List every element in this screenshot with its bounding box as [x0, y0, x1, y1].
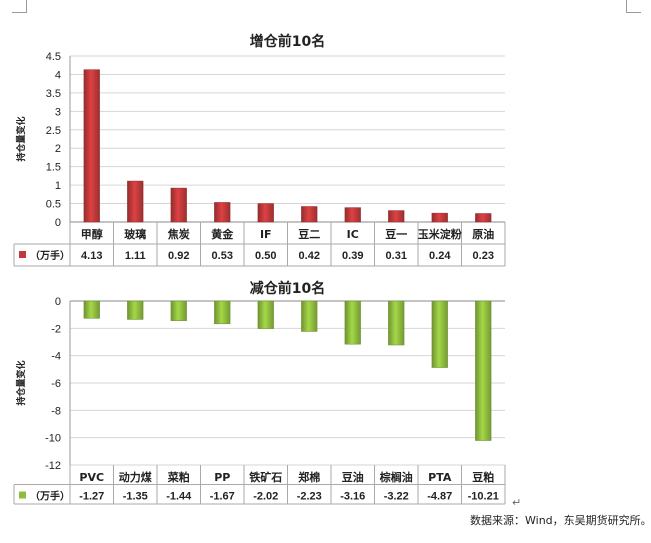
data-label: 1.11 — [125, 250, 146, 262]
data-label: 0.42 — [299, 250, 320, 262]
bar — [475, 213, 492, 223]
x-tick-label: 豆二 — [298, 228, 320, 241]
bar — [257, 300, 274, 329]
bar — [388, 300, 405, 346]
data-label: -3.22 — [384, 491, 409, 503]
bar — [170, 187, 187, 223]
increase-chart: 增仓前10名持仓量变化4.543.532.521.510.50甲醇4.13玻璃1… — [13, 33, 506, 267]
bar — [214, 300, 231, 325]
y-tick-label: -4 — [51, 351, 61, 363]
y-tick-label: -6 — [51, 378, 61, 390]
bar — [431, 300, 448, 368]
bar — [170, 300, 187, 321]
data-label: -2.23 — [297, 491, 322, 503]
data-label: 4.13 — [81, 250, 102, 262]
x-tick-label: 郑棉 — [298, 470, 320, 484]
chart-title: 减仓前10名 — [250, 280, 325, 297]
y-axis-label: 持仓量变化 — [15, 360, 27, 405]
corner-mark-top-right — [626, 0, 641, 13]
x-tick-label: 豆粕 — [472, 470, 494, 484]
bar — [127, 300, 144, 320]
data-label: -1.44 — [166, 491, 192, 503]
y-tick-label: 0 — [55, 217, 61, 229]
y-tick-label: 1.5 — [46, 162, 61, 174]
y-tick-label: 4.5 — [46, 51, 61, 63]
bar — [344, 300, 361, 345]
y-tick-label: 2.5 — [46, 125, 61, 137]
legend-label: （万手） — [30, 249, 70, 262]
x-tick-label: 甲醇 — [81, 227, 103, 241]
x-tick-label: 菜粕 — [167, 470, 190, 484]
data-label: -1.27 — [79, 491, 104, 503]
y-tick-label: 3.5 — [46, 88, 61, 100]
x-tick-label: 棕榈油 — [379, 470, 413, 484]
data-label: 0.53 — [212, 250, 233, 262]
x-tick-label: IF — [260, 228, 272, 241]
bar — [301, 300, 318, 332]
bar — [475, 300, 492, 441]
bar — [83, 300, 100, 319]
x-tick-label: 黄金 — [211, 227, 234, 241]
bar — [257, 203, 274, 223]
data-label: -2.02 — [253, 491, 278, 503]
data-label: 0.39 — [342, 250, 363, 262]
bar — [388, 210, 405, 223]
y-axis-label: 持仓量变化 — [15, 116, 27, 161]
y-tick-label: -10 — [45, 433, 61, 445]
data-label: 0.23 — [473, 250, 494, 262]
x-tick-label: 铁矿石 — [249, 470, 282, 484]
legend-label: （万手） — [30, 490, 70, 503]
chart-title: 增仓前10名 — [250, 33, 325, 50]
x-tick-label: 动力煤 — [119, 470, 153, 484]
bar — [431, 212, 448, 223]
y-tick-label: 1 — [55, 180, 61, 192]
y-tick-label: 3 — [55, 106, 61, 118]
data-label: -10.21 — [468, 491, 499, 503]
x-tick-label: 玻璃 — [124, 227, 146, 241]
x-tick-label: 焦炭 — [167, 227, 190, 241]
legend-key — [19, 491, 26, 499]
data-label: -1.67 — [210, 491, 235, 503]
y-tick-label: 4 — [55, 69, 61, 81]
y-tick-label: -12 — [45, 460, 61, 472]
x-tick-label: 原油 — [472, 227, 494, 241]
data-label: 0.24 — [429, 250, 451, 262]
y-tick-label: -2 — [51, 323, 61, 335]
x-tick-label: PVC — [79, 471, 104, 484]
data-label: -1.35 — [123, 491, 148, 503]
data-label: -3.16 — [340, 491, 365, 503]
source-note: 数据来源：Wind，东吴期货研究所。 — [470, 514, 651, 527]
bar — [127, 180, 144, 223]
y-tick-label: -8 — [51, 405, 61, 417]
x-tick-label: 豆一 — [385, 228, 407, 241]
data-label: 0.92 — [168, 250, 189, 262]
data-label: 0.31 — [386, 250, 407, 262]
data-label: 0.50 — [255, 250, 276, 262]
bar — [301, 206, 318, 223]
x-tick-label: PTA — [428, 471, 452, 484]
x-tick-label: IC — [347, 228, 359, 241]
paragraph-mark: ↵ — [512, 496, 522, 509]
x-tick-label: PP — [214, 471, 230, 484]
bar — [214, 202, 231, 223]
legend-key — [19, 251, 26, 258]
corner-mark-top-left — [12, 0, 27, 13]
bar — [83, 69, 100, 223]
bar — [344, 207, 361, 223]
y-tick-label: 0 — [55, 296, 61, 308]
data-label: -4.87 — [427, 491, 452, 503]
y-tick-label: 2 — [55, 143, 61, 155]
x-tick-label: 豆油 — [342, 470, 364, 484]
y-tick-label: 0.5 — [46, 199, 61, 211]
x-tick-label: 玉米淀粉 — [418, 227, 462, 241]
